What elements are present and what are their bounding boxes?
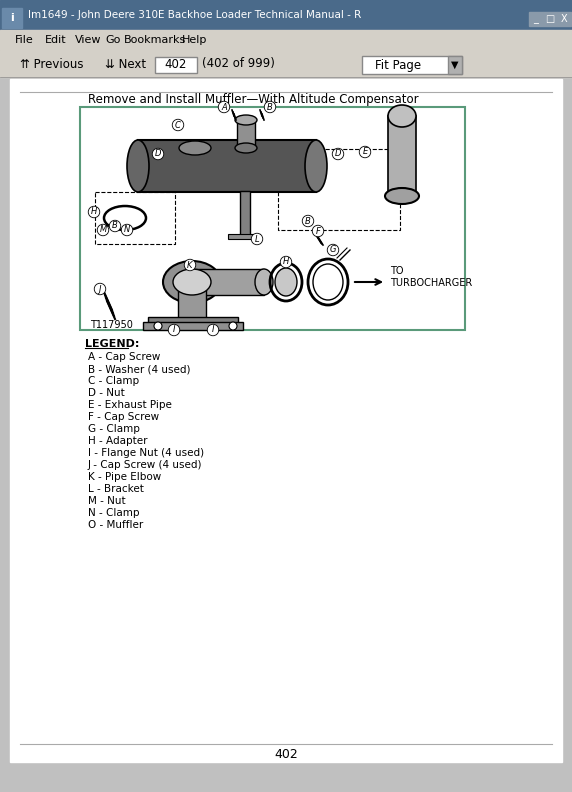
Text: C - Clamp: C - Clamp — [88, 376, 139, 386]
Text: L: L — [255, 234, 259, 243]
Text: _: _ — [534, 14, 538, 24]
Text: L - Bracket: L - Bracket — [88, 484, 144, 494]
Ellipse shape — [385, 188, 419, 204]
Bar — [2, 8, 22, 28]
Ellipse shape — [305, 140, 327, 192]
Text: i: i — [10, 13, 14, 23]
Ellipse shape — [255, 269, 273, 295]
Text: G: G — [329, 246, 336, 254]
Circle shape — [229, 322, 237, 330]
Ellipse shape — [163, 261, 221, 303]
Text: ⇊ Next: ⇊ Next — [105, 58, 146, 70]
Ellipse shape — [388, 105, 416, 127]
Text: G - Clamp: G - Clamp — [88, 424, 140, 434]
Text: C: C — [175, 120, 181, 130]
Text: A - Cap Screw: A - Cap Screw — [88, 352, 160, 362]
Text: LEGEND:: LEGEND: — [85, 339, 140, 349]
Text: □: □ — [545, 14, 555, 24]
Bar — [0, 30, 572, 50]
Bar — [388, 116, 416, 196]
Ellipse shape — [275, 268, 297, 296]
Text: ⇈ Previous: ⇈ Previous — [20, 58, 84, 70]
Text: Help: Help — [181, 35, 207, 45]
Text: J - Cap Screw (4 used): J - Cap Screw (4 used) — [88, 460, 202, 470]
Bar — [80, 107, 465, 330]
Text: A: A — [221, 102, 227, 112]
Text: H - Adapter: H - Adapter — [88, 436, 148, 446]
Text: I: I — [212, 326, 214, 334]
Text: O - Muffler: O - Muffler — [88, 520, 143, 530]
Text: E - Exhaust Pipe: E - Exhaust Pipe — [88, 400, 172, 410]
Text: D - Nut: D - Nut — [88, 388, 125, 398]
Text: File: File — [15, 35, 34, 45]
Bar — [237, 120, 255, 148]
Text: 402: 402 — [274, 748, 298, 760]
Text: X: X — [561, 14, 567, 24]
Text: H: H — [283, 257, 289, 266]
Text: B: B — [305, 216, 311, 226]
Bar — [138, 140, 316, 192]
Text: M - Nut: M - Nut — [88, 496, 126, 506]
Bar — [178, 280, 206, 322]
Circle shape — [154, 322, 162, 330]
Text: K: K — [187, 261, 193, 269]
Text: View: View — [75, 35, 101, 45]
Text: N: N — [124, 226, 130, 234]
Bar — [192, 269, 264, 295]
Text: (402 of 999): (402 of 999) — [202, 58, 275, 70]
Text: Remove and Install Muffler—With Altitude Compensator: Remove and Install Muffler—With Altitude… — [88, 93, 419, 105]
Bar — [529, 12, 543, 26]
Bar — [362, 56, 462, 74]
Text: E: E — [363, 147, 368, 157]
Text: I: I — [173, 326, 175, 334]
Ellipse shape — [235, 115, 257, 125]
Bar — [155, 57, 197, 73]
Ellipse shape — [173, 269, 211, 295]
Text: 402: 402 — [165, 59, 187, 71]
Bar — [10, 79, 562, 762]
Text: J: J — [99, 284, 101, 294]
Text: TO
TURBOCHARGER: TO TURBOCHARGER — [390, 266, 472, 288]
Bar — [543, 12, 557, 26]
Text: B: B — [267, 102, 273, 112]
Bar — [228, 234, 260, 239]
Text: Edit: Edit — [45, 35, 66, 45]
Text: F - Cap Screw: F - Cap Screw — [88, 412, 159, 422]
Text: T117950: T117950 — [90, 320, 133, 330]
Text: Fit Page: Fit Page — [375, 59, 421, 71]
Text: N - Clamp: N - Clamp — [88, 508, 140, 518]
Bar — [240, 191, 250, 237]
Text: D: D — [335, 150, 341, 158]
Text: Bookmarks: Bookmarks — [124, 35, 186, 45]
Text: Go: Go — [105, 35, 120, 45]
Text: K - Pipe Elbow: K - Pipe Elbow — [88, 472, 161, 482]
Text: ▼: ▼ — [451, 60, 459, 70]
Bar — [448, 56, 462, 74]
Text: F: F — [316, 227, 320, 235]
Bar — [148, 317, 238, 325]
Ellipse shape — [127, 140, 149, 192]
Ellipse shape — [179, 141, 211, 155]
Text: M: M — [100, 226, 106, 234]
Text: B - Washer (4 used): B - Washer (4 used) — [88, 364, 190, 374]
Ellipse shape — [235, 143, 257, 153]
Text: H: H — [91, 208, 97, 216]
Bar — [0, 0, 572, 30]
Bar — [0, 50, 572, 77]
Text: lm1649 - John Deere 310E Backhoe Loader Technical Manual - R: lm1649 - John Deere 310E Backhoe Loader … — [28, 10, 362, 20]
Text: B: B — [112, 222, 118, 230]
Bar — [557, 12, 571, 26]
Text: I - Flange Nut (4 used): I - Flange Nut (4 used) — [88, 448, 204, 458]
Bar — [143, 322, 243, 330]
Text: D: D — [155, 150, 161, 158]
